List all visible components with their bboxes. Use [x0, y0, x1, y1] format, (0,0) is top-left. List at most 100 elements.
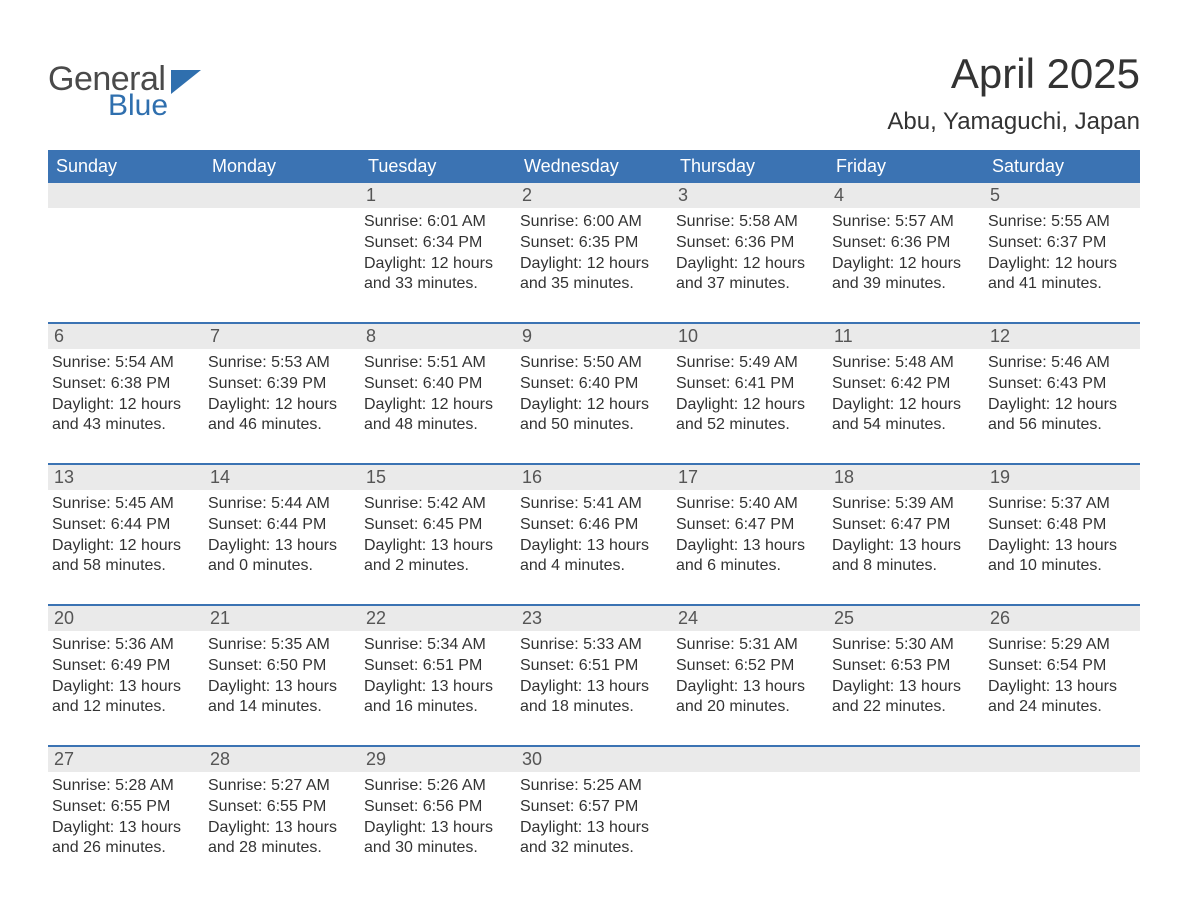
sunrise-text: Sunrise: 5:53 AM [208, 353, 356, 374]
month-title: April 2025 [887, 50, 1140, 98]
daylight-text: Daylight: 13 hours and 14 minutes. [208, 677, 356, 719]
day-number: 16 [516, 465, 672, 490]
daylight-text: Daylight: 12 hours and 54 minutes. [832, 395, 980, 437]
day-number: 1 [360, 183, 516, 208]
dow-sunday: Sunday [48, 150, 204, 183]
location: Abu, Yamaguchi, Japan [887, 108, 1140, 136]
sunset-text: Sunset: 6:36 PM [832, 233, 980, 254]
sunset-text: Sunset: 6:51 PM [364, 656, 512, 677]
daylight-text: Daylight: 12 hours and 46 minutes. [208, 395, 356, 437]
day-number: 26 [984, 606, 1140, 631]
sunset-text: Sunset: 6:49 PM [52, 656, 200, 677]
sunrise-text: Sunrise: 5:41 AM [520, 494, 668, 515]
sunset-text: Sunset: 6:56 PM [364, 797, 512, 818]
day-cell: Sunrise: 5:57 AMSunset: 6:36 PMDaylight:… [828, 208, 984, 300]
sunset-text: Sunset: 6:39 PM [208, 374, 356, 395]
day-cell: Sunrise: 5:51 AMSunset: 6:40 PMDaylight:… [360, 349, 516, 441]
title-block: April 2025 Abu, Yamaguchi, Japan [887, 50, 1140, 136]
sunrise-text: Sunrise: 5:54 AM [52, 353, 200, 374]
day-number: 18 [828, 465, 984, 490]
day-number: 28 [204, 747, 360, 772]
day-number: 21 [204, 606, 360, 631]
daylight-text: Daylight: 13 hours and 18 minutes. [520, 677, 668, 719]
sunrise-text: Sunrise: 5:50 AM [520, 353, 668, 374]
daylight-text: Daylight: 13 hours and 10 minutes. [988, 536, 1136, 578]
sunset-text: Sunset: 6:57 PM [520, 797, 668, 818]
sunset-text: Sunset: 6:40 PM [364, 374, 512, 395]
sunset-text: Sunset: 6:52 PM [676, 656, 824, 677]
sunrise-text: Sunrise: 5:28 AM [52, 776, 200, 797]
day-cell: Sunrise: 5:26 AMSunset: 6:56 PMDaylight:… [360, 772, 516, 864]
day-number [828, 747, 984, 772]
day-number-row: 27282930 [48, 747, 1140, 772]
sunset-text: Sunset: 6:41 PM [676, 374, 824, 395]
day-cell [48, 208, 204, 300]
weeks-container: 12345Sunrise: 6:01 AMSunset: 6:34 PMDayl… [48, 183, 1140, 864]
sunrise-text: Sunrise: 5:26 AM [364, 776, 512, 797]
day-number: 19 [984, 465, 1140, 490]
day-number: 13 [48, 465, 204, 490]
dow-saturday: Saturday [984, 150, 1140, 183]
daylight-text: Daylight: 13 hours and 30 minutes. [364, 818, 512, 860]
daylight-text: Daylight: 13 hours and 28 minutes. [208, 818, 356, 860]
sunrise-text: Sunrise: 5:30 AM [832, 635, 980, 656]
sunrise-text: Sunrise: 5:33 AM [520, 635, 668, 656]
day-cell: Sunrise: 5:53 AMSunset: 6:39 PMDaylight:… [204, 349, 360, 441]
day-cell: Sunrise: 5:49 AMSunset: 6:41 PMDaylight:… [672, 349, 828, 441]
dow-tuesday: Tuesday [360, 150, 516, 183]
sunrise-text: Sunrise: 5:42 AM [364, 494, 512, 515]
day-cell [828, 772, 984, 864]
daylight-text: Daylight: 12 hours and 58 minutes. [52, 536, 200, 578]
day-number: 9 [516, 324, 672, 349]
sunset-text: Sunset: 6:44 PM [208, 515, 356, 536]
daylight-text: Daylight: 13 hours and 2 minutes. [364, 536, 512, 578]
sunset-text: Sunset: 6:43 PM [988, 374, 1136, 395]
day-number: 17 [672, 465, 828, 490]
day-cell: Sunrise: 5:33 AMSunset: 6:51 PMDaylight:… [516, 631, 672, 723]
sunrise-text: Sunrise: 5:36 AM [52, 635, 200, 656]
day-cell: Sunrise: 5:27 AMSunset: 6:55 PMDaylight:… [204, 772, 360, 864]
day-cell: Sunrise: 5:37 AMSunset: 6:48 PMDaylight:… [984, 490, 1140, 582]
sunset-text: Sunset: 6:48 PM [988, 515, 1136, 536]
day-content-row: Sunrise: 5:54 AMSunset: 6:38 PMDaylight:… [48, 349, 1140, 441]
daylight-text: Daylight: 13 hours and 32 minutes. [520, 818, 668, 860]
daylight-text: Daylight: 12 hours and 48 minutes. [364, 395, 512, 437]
daylight-text: Daylight: 12 hours and 50 minutes. [520, 395, 668, 437]
daylight-text: Daylight: 12 hours and 52 minutes. [676, 395, 824, 437]
sunrise-text: Sunrise: 6:00 AM [520, 212, 668, 233]
daylight-text: Daylight: 13 hours and 0 minutes. [208, 536, 356, 578]
sunrise-text: Sunrise: 5:25 AM [520, 776, 668, 797]
day-number: 12 [984, 324, 1140, 349]
daylight-text: Daylight: 12 hours and 43 minutes. [52, 395, 200, 437]
day-number-row: 13141516171819 [48, 465, 1140, 490]
header: General Blue April 2025 Abu, Yamaguchi, … [48, 50, 1140, 136]
day-number: 22 [360, 606, 516, 631]
dow-friday: Friday [828, 150, 984, 183]
day-number: 29 [360, 747, 516, 772]
sunrise-text: Sunrise: 5:58 AM [676, 212, 824, 233]
day-number [204, 183, 360, 208]
sunrise-text: Sunrise: 5:39 AM [832, 494, 980, 515]
day-number-row: 20212223242526 [48, 606, 1140, 631]
day-number: 3 [672, 183, 828, 208]
sunrise-text: Sunrise: 6:01 AM [364, 212, 512, 233]
sunset-text: Sunset: 6:47 PM [676, 515, 824, 536]
day-cell: Sunrise: 5:45 AMSunset: 6:44 PMDaylight:… [48, 490, 204, 582]
calendar-week: 20212223242526Sunrise: 5:36 AMSunset: 6:… [48, 604, 1140, 723]
day-number: 30 [516, 747, 672, 772]
day-number: 5 [984, 183, 1140, 208]
sunset-text: Sunset: 6:55 PM [208, 797, 356, 818]
sunrise-text: Sunrise: 5:27 AM [208, 776, 356, 797]
sunset-text: Sunset: 6:50 PM [208, 656, 356, 677]
day-number-row: 6789101112 [48, 324, 1140, 349]
day-cell: Sunrise: 5:36 AMSunset: 6:49 PMDaylight:… [48, 631, 204, 723]
day-number: 8 [360, 324, 516, 349]
sunrise-text: Sunrise: 5:51 AM [364, 353, 512, 374]
day-cell: Sunrise: 5:46 AMSunset: 6:43 PMDaylight:… [984, 349, 1140, 441]
daylight-text: Daylight: 12 hours and 35 minutes. [520, 254, 668, 296]
sunrise-text: Sunrise: 5:37 AM [988, 494, 1136, 515]
sunrise-text: Sunrise: 5:35 AM [208, 635, 356, 656]
day-cell: Sunrise: 5:50 AMSunset: 6:40 PMDaylight:… [516, 349, 672, 441]
sunset-text: Sunset: 6:55 PM [52, 797, 200, 818]
calendar-week: 27282930Sunrise: 5:28 AMSunset: 6:55 PMD… [48, 745, 1140, 864]
